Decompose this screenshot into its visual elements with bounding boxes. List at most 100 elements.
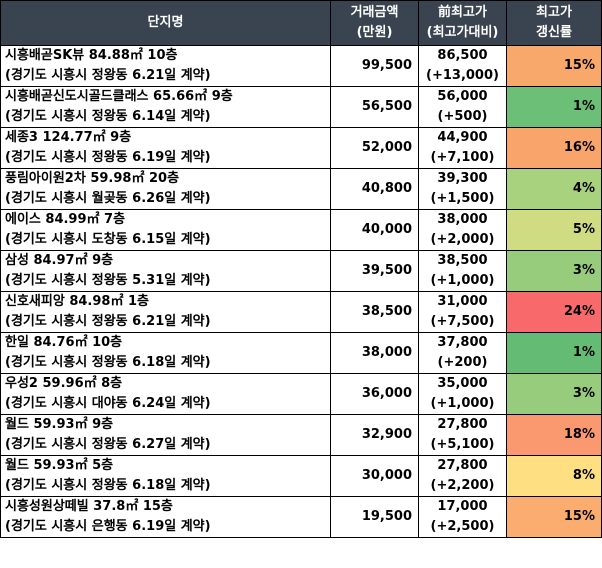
previous-max-price: 56,000	[437, 89, 488, 104]
table-row: 신호새피앙 84.98㎡ 1층 (경기도 시흥시 정왕동 6.21일 계약) 38,…	[0, 291, 602, 333]
previous-max-price: 38,500	[437, 253, 488, 268]
previous-max-diff: (+2,500)	[430, 519, 495, 534]
complex-name: 시흥성원상떼빌 37.8㎡ 15층	[5, 499, 173, 514]
transaction-price: 52,000	[330, 127, 419, 169]
table-row: 시흥배곧신도시골드클래스 65.66㎡ 9층 (경기도 시흥시 정왕동 6.14일…	[0, 86, 602, 128]
header-price-line2: (만원)	[356, 25, 393, 40]
table-header-row: 단지명 거래금액 (만원) 前최고가 (최고가대비) 최고가 갱신률	[0, 0, 602, 46]
complex-cell: 세종3 124.77㎡ 9층 (경기도 시흥시 정왕동 6.19일 계약)	[0, 127, 331, 169]
renewal-rate: 15%	[506, 496, 602, 538]
transaction-price: 99,500	[330, 45, 419, 87]
table-row: 한일 84.76㎡ 10층 (경기도 시흥시 정왕동 6.18일 계약) 38,00…	[0, 332, 602, 374]
previous-max-cell: 31,000 (+7,500)	[418, 291, 507, 333]
previous-max-cell: 17,000 (+2,500)	[418, 496, 507, 538]
previous-max-price: 27,800	[437, 458, 488, 473]
header-rate-line2: 갱신률	[536, 25, 572, 40]
previous-max-diff: (+7,500)	[430, 314, 495, 329]
renewal-rate: 5%	[506, 209, 602, 251]
previous-max-diff: (+1,000)	[430, 396, 495, 411]
transaction-price: 56,500	[330, 86, 419, 128]
complex-location: (경기도 시흥시 은행동 6.19일 계약)	[5, 519, 211, 534]
header-rate-line1: 최고가	[536, 5, 572, 20]
header-previous-max: 前최고가 (최고가대비)	[418, 0, 507, 46]
renewal-rate: 18%	[506, 414, 602, 456]
complex-cell: 삼성 84.97㎡ 9층 (경기도 시흥시 정왕동 5.31일 계약)	[0, 250, 331, 292]
complex-name: 풍림아이원2차 59.98㎡ 20층	[5, 171, 180, 186]
table-row: 삼성 84.97㎡ 9층 (경기도 시흥시 정왕동 5.31일 계약) 39,500…	[0, 250, 602, 292]
complex-location: (경기도 시흥시 정왕동 6.14일 계약)	[5, 109, 211, 124]
complex-name: 한일 84.76㎡ 10층	[5, 335, 123, 350]
complex-location: (경기도 시흥시 도창동 6.15일 계약)	[5, 232, 211, 247]
complex-name: 세종3 124.77㎡ 9층	[5, 130, 132, 145]
previous-max-cell: 27,800 (+5,100)	[418, 414, 507, 456]
complex-location: (경기도 시흥시 대야동 6.24일 계약)	[5, 396, 211, 411]
previous-max-cell: 35,000 (+1,000)	[418, 373, 507, 415]
transaction-price: 38,000	[330, 332, 419, 374]
complex-name: 우성2 59.96㎡ 8층	[5, 376, 123, 391]
transaction-price: 32,900	[330, 414, 419, 456]
complex-cell: 에이스 84.99㎡ 7층 (경기도 시흥시 도창동 6.15일 계약)	[0, 209, 331, 251]
previous-max-cell: 27,800 (+2,200)	[418, 455, 507, 497]
complex-location: (경기도 시흥시 정왕동 6.27일 계약)	[5, 437, 211, 452]
previous-max-diff: (+500)	[437, 109, 488, 124]
renewal-rate: 3%	[506, 373, 602, 415]
renewal-rate: 8%	[506, 455, 602, 497]
header-transaction-price: 거래금액 (만원)	[330, 0, 419, 46]
transaction-price: 36,000	[330, 373, 419, 415]
complex-location: (경기도 시흥시 정왕동 5.31일 계약)	[5, 273, 211, 288]
previous-max-price: 31,000	[437, 294, 488, 309]
previous-max-cell: 37,800 (+200)	[418, 332, 507, 374]
table-row: 풍림아이원2차 59.98㎡ 20층 (경기도 시흥시 월곶동 6.26일 계약)…	[0, 168, 602, 210]
complex-location: (경기도 시흥시 정왕동 6.21일 계약)	[5, 68, 211, 83]
renewal-rate: 1%	[506, 86, 602, 128]
renewal-rate: 24%	[506, 291, 602, 333]
complex-location: (경기도 시흥시 정왕동 6.21일 계약)	[5, 314, 211, 329]
previous-max-price: 86,500	[437, 48, 488, 63]
header-complex-name: 단지명	[0, 0, 331, 46]
transaction-price: 19,500	[330, 496, 419, 538]
header-max-line2: (최고가대비)	[426, 25, 499, 40]
header-renewal-rate: 최고가 갱신률	[506, 0, 602, 46]
renewal-rate: 4%	[506, 168, 602, 210]
previous-max-diff: (+200)	[437, 355, 488, 370]
transaction-price: 38,500	[330, 291, 419, 333]
previous-max-cell: 44,900 (+7,100)	[418, 127, 507, 169]
complex-location: (경기도 시흥시 월곶동 6.26일 계약)	[5, 191, 211, 206]
table-row: 시흥성원상떼빌 37.8㎡ 15층 (경기도 시흥시 은행동 6.19일 계약) 1…	[0, 496, 602, 538]
complex-cell: 우성2 59.96㎡ 8층 (경기도 시흥시 대야동 6.24일 계약)	[0, 373, 331, 415]
table-row: 세종3 124.77㎡ 9층 (경기도 시흥시 정왕동 6.19일 계약) 52,0…	[0, 127, 602, 169]
renewal-rate: 15%	[506, 45, 602, 87]
complex-location: (경기도 시흥시 정왕동 6.18일 계약)	[5, 355, 211, 370]
renewal-rate: 1%	[506, 332, 602, 374]
complex-cell: 월드 59.93㎡ 5층 (경기도 시흥시 정왕동 6.18일 계약)	[0, 455, 331, 497]
complex-location: (경기도 시흥시 정왕동 6.19일 계약)	[5, 150, 211, 165]
complex-name: 에이스 84.99㎡ 7층	[5, 212, 126, 227]
previous-max-diff: (+7,100)	[430, 150, 495, 165]
transaction-table: 단지명 거래금액 (만원) 前최고가 (최고가대비) 최고가 갱신률 시흥배곧S…	[0, 0, 602, 538]
table-row: 월드 59.93㎡ 5층 (경기도 시흥시 정왕동 6.18일 계약) 30,000…	[0, 455, 602, 497]
complex-name: 신호새피앙 84.98㎡ 1층	[5, 294, 149, 309]
complex-cell: 월드 59.93㎡ 9층 (경기도 시흥시 정왕동 6.27일 계약)	[0, 414, 331, 456]
previous-max-price: 38,000	[437, 212, 488, 227]
transaction-price: 40,800	[330, 168, 419, 210]
table-row: 시흥배곧SK뷰 84.88㎡ 10층 (경기도 시흥시 정왕동 6.21일 계약)…	[0, 45, 602, 87]
previous-max-diff: (+13,000)	[426, 68, 499, 83]
previous-max-price: 44,900	[437, 130, 488, 145]
complex-cell: 한일 84.76㎡ 10층 (경기도 시흥시 정왕동 6.18일 계약)	[0, 332, 331, 374]
previous-max-cell: 39,300 (+1,500)	[418, 168, 507, 210]
previous-max-diff: (+2,200)	[430, 478, 495, 493]
previous-max-price: 17,000	[437, 499, 488, 514]
complex-name: 월드 59.93㎡ 9층	[5, 417, 114, 432]
transaction-price: 39,500	[330, 250, 419, 292]
transaction-price: 30,000	[330, 455, 419, 497]
table-row: 월드 59.93㎡ 9층 (경기도 시흥시 정왕동 6.27일 계약) 32,900…	[0, 414, 602, 456]
complex-cell: 시흥배곧신도시골드클래스 65.66㎡ 9층 (경기도 시흥시 정왕동 6.14일…	[0, 86, 331, 128]
complex-name: 월드 59.93㎡ 5층	[5, 458, 114, 473]
complex-cell: 풍림아이원2차 59.98㎡ 20층 (경기도 시흥시 월곶동 6.26일 계약)	[0, 168, 331, 210]
header-max-line1: 前최고가	[438, 5, 487, 20]
previous-max-diff: (+2,000)	[430, 232, 495, 247]
complex-cell: 시흥성원상떼빌 37.8㎡ 15층 (경기도 시흥시 은행동 6.19일 계약)	[0, 496, 331, 538]
complex-location: (경기도 시흥시 정왕동 6.18일 계약)	[5, 478, 211, 493]
previous-max-diff: (+5,100)	[430, 437, 495, 452]
previous-max-price: 39,300	[437, 171, 488, 186]
